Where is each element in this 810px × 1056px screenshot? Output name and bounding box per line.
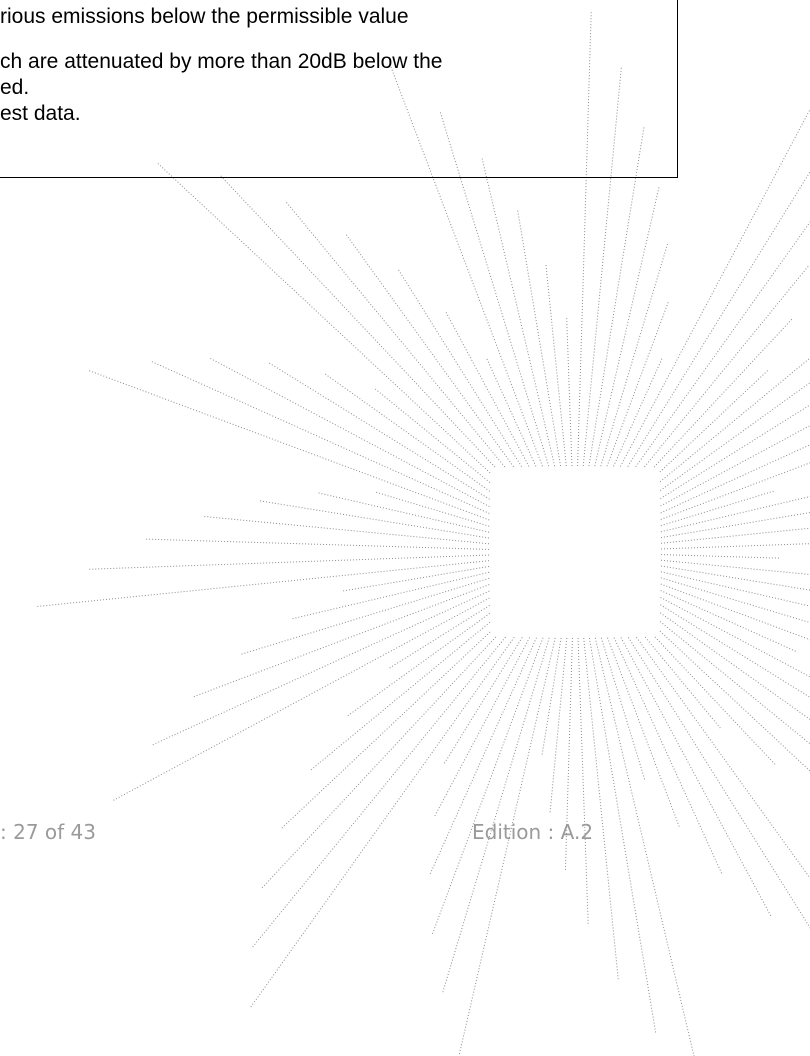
watermark-ray xyxy=(145,539,489,549)
watermark-ray xyxy=(628,150,810,466)
watermark-ray xyxy=(432,638,543,934)
edition: Edition : A.2 xyxy=(472,820,593,844)
watermark-ray xyxy=(661,540,810,549)
watermark-ray xyxy=(661,560,810,601)
watermark-ray xyxy=(661,566,810,626)
watermark-ray xyxy=(589,638,655,1032)
watermark-ray xyxy=(584,638,619,980)
page: rious emissions below the permissible va… xyxy=(0,0,810,1056)
watermark-ray xyxy=(644,265,808,466)
watermark-ray xyxy=(253,637,506,947)
watermark-ray xyxy=(291,572,490,619)
watermark-ray xyxy=(661,491,776,526)
watermark-ray xyxy=(113,598,490,801)
watermark-ray xyxy=(286,202,505,467)
watermark-ray xyxy=(621,638,771,916)
watermark-ray xyxy=(636,209,810,466)
watermark-ray xyxy=(260,501,489,538)
text-line: est data. xyxy=(0,102,81,126)
watermark-ray xyxy=(661,572,810,643)
watermark-ray xyxy=(156,162,490,473)
watermark-ray xyxy=(660,257,810,491)
watermark-ray xyxy=(210,358,489,506)
watermark-ray xyxy=(601,244,668,466)
watermark-ray xyxy=(518,210,561,466)
watermark-ray xyxy=(482,159,555,467)
watermark-ray xyxy=(595,638,700,1056)
watermark-ray xyxy=(655,637,776,765)
watermark-ray xyxy=(311,622,490,770)
watermark-ray xyxy=(550,638,567,813)
text-line: ch are attenuated by more than 20dB belo… xyxy=(0,50,442,74)
watermark-ray xyxy=(578,638,588,926)
watermark-ray xyxy=(343,566,489,591)
watermark-ray xyxy=(661,417,810,513)
text-line: rious emissions below the permissible va… xyxy=(0,5,409,29)
watermark-ray xyxy=(628,637,810,952)
watermark-ray xyxy=(661,511,810,543)
watermark-ray xyxy=(608,638,680,829)
watermark-ray xyxy=(459,638,555,1055)
watermark-ray xyxy=(645,637,721,730)
watermark-ray xyxy=(486,357,536,466)
watermark-ray xyxy=(261,637,495,889)
watermark-ray xyxy=(660,371,768,472)
watermark-ray xyxy=(388,605,490,669)
watermark-ray xyxy=(661,476,810,538)
watermark-ray xyxy=(35,561,489,607)
watermark-ray xyxy=(661,433,810,531)
watermark-ray xyxy=(661,578,810,653)
watermark-ray xyxy=(614,357,663,466)
watermark-ray xyxy=(202,516,489,543)
watermark-ray xyxy=(88,370,489,520)
watermark-ray xyxy=(442,638,549,994)
watermark-ray xyxy=(446,311,529,466)
watermark-ray xyxy=(660,605,810,815)
watermark-ray xyxy=(660,192,810,482)
watermark-ray xyxy=(661,584,810,655)
watermark-ray xyxy=(241,578,490,654)
watermark-ray xyxy=(661,555,781,559)
watermark-ray xyxy=(614,638,722,875)
watermark-ray xyxy=(661,591,796,652)
watermark-ray xyxy=(318,493,490,532)
watermark-ray xyxy=(660,621,810,803)
watermark-ray xyxy=(595,185,660,466)
watermark-ray xyxy=(661,457,810,519)
watermark-ray xyxy=(660,631,810,789)
watermark-ray xyxy=(444,637,522,763)
watermark-ray xyxy=(660,613,810,813)
watermark-ray xyxy=(661,370,810,506)
text-line: ed. xyxy=(0,76,29,100)
watermark-ray xyxy=(546,263,567,466)
watermark-ray xyxy=(150,361,489,514)
page-number: : 27 of 43 xyxy=(0,820,96,844)
watermark-ray xyxy=(151,591,489,745)
watermark-ray xyxy=(399,270,522,467)
watermark-ray xyxy=(434,638,530,818)
watermark-ray xyxy=(280,632,490,829)
watermark-ray xyxy=(607,301,669,466)
watermark-ray xyxy=(221,176,495,467)
watermark-ray xyxy=(661,597,810,811)
watermark-ray xyxy=(375,389,490,483)
watermark-ray xyxy=(636,637,810,984)
watermark-ray xyxy=(567,318,572,466)
watermark-ray xyxy=(194,585,489,697)
watermark-ray xyxy=(374,492,489,527)
watermark-ray xyxy=(601,638,644,780)
